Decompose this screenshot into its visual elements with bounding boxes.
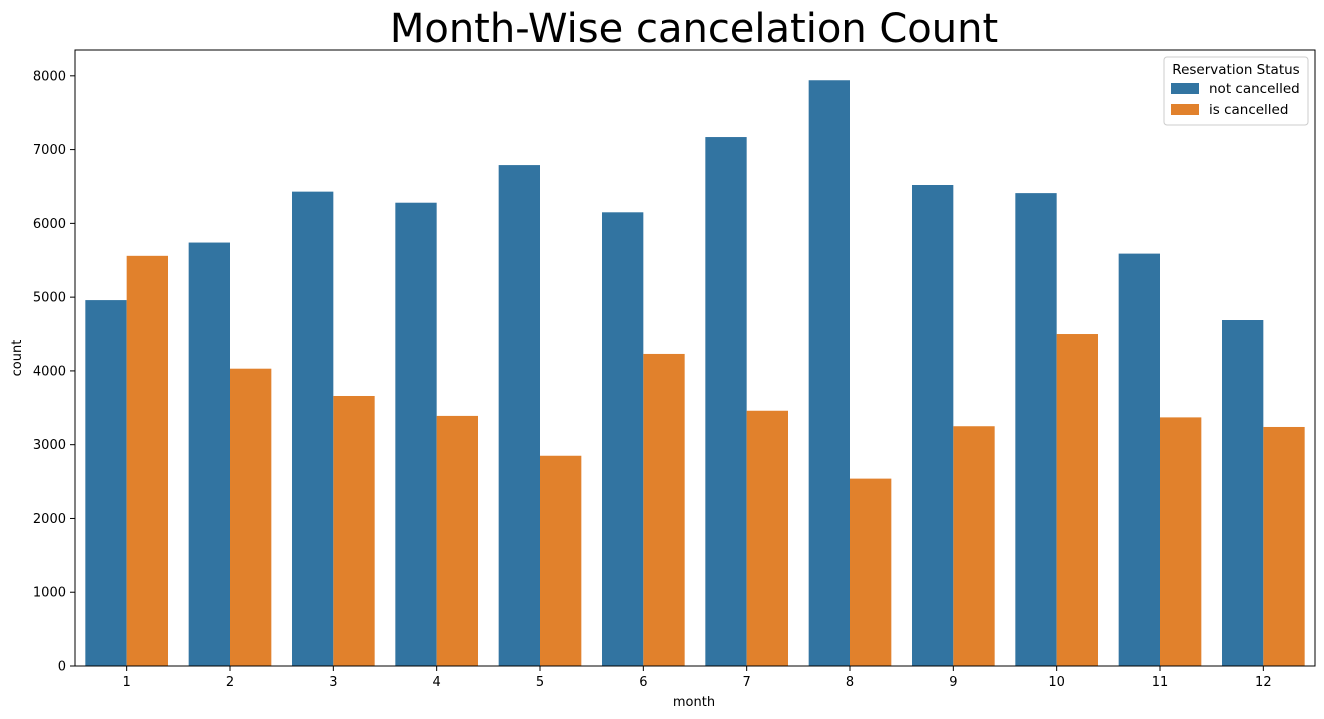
legend-label-not-cancelled: not cancelled <box>1209 81 1300 97</box>
y-tick-label: 3000 <box>33 438 66 453</box>
x-tick-label: 1 <box>123 675 131 690</box>
y-tick-label: 2000 <box>33 512 66 527</box>
bar-not-cancelled-month-8 <box>808 80 850 666</box>
bar-is-cancelled-month-6 <box>643 353 685 666</box>
y-tick-label: 5000 <box>33 291 66 306</box>
bar-not-cancelled-month-5 <box>498 165 540 667</box>
legend-label-is-cancelled: is cancelled <box>1209 102 1288 118</box>
bar-not-cancelled-month-10 <box>1015 193 1057 666</box>
y-tick-label: 7000 <box>33 143 66 158</box>
x-tick-label: 12 <box>1255 675 1272 690</box>
x-tick-label: 4 <box>433 675 441 690</box>
y-tick-label: 8000 <box>33 69 66 84</box>
y-tick-label: 6000 <box>33 217 66 232</box>
x-tick-label: 10 <box>1048 675 1065 690</box>
bar-is-cancelled-month-9 <box>953 426 995 666</box>
legend-swatch-not-cancelled <box>1171 83 1199 94</box>
legend-title: Reservation Status <box>1172 62 1299 78</box>
legend-swatch-is-cancelled <box>1171 104 1199 115</box>
bars-group <box>85 80 1305 667</box>
x-axis-label: month <box>673 695 715 710</box>
x-tick-label: 9 <box>949 675 957 690</box>
bar-not-cancelled-month-12 <box>1222 320 1264 666</box>
bar-is-cancelled-month-11 <box>1160 417 1202 666</box>
x-tick-label: 5 <box>536 675 544 690</box>
bar-not-cancelled-month-4 <box>395 202 437 666</box>
bar-is-cancelled-month-8 <box>850 478 892 666</box>
bar-not-cancelled-month-9 <box>912 185 954 666</box>
bar-is-cancelled-month-4 <box>436 415 478 666</box>
chart-title: Month-Wise cancelation Count <box>390 6 998 52</box>
bar-is-cancelled-month-2 <box>230 368 272 666</box>
bar-not-cancelled-month-7 <box>705 137 747 666</box>
bar-is-cancelled-month-12 <box>1263 426 1305 666</box>
x-tick-label: 6 <box>639 675 647 690</box>
bar-is-cancelled-month-7 <box>746 410 788 666</box>
bar-not-cancelled-month-6 <box>602 212 644 666</box>
y-axis-label: count <box>10 340 25 377</box>
y-tick-label: 1000 <box>33 586 66 601</box>
x-tick-label: 8 <box>846 675 854 690</box>
plot-frame <box>74 49 1316 667</box>
bar-is-cancelled-month-1 <box>126 255 168 667</box>
bar-is-cancelled-month-10 <box>1056 334 1098 666</box>
legend: Reservation Status not cancelled is cancel… <box>1163 56 1309 126</box>
x-tick-label: 3 <box>329 675 337 690</box>
bar-not-cancelled-month-11 <box>1118 253 1160 666</box>
bar-not-cancelled-month-2 <box>188 242 230 666</box>
bar-is-cancelled-month-3 <box>333 395 375 666</box>
x-tick-label: 7 <box>743 675 751 690</box>
bar-not-cancelled-month-3 <box>292 191 334 666</box>
bar-is-cancelled-month-5 <box>540 455 582 666</box>
x-tick-label: 11 <box>1152 675 1169 690</box>
y-tick-label: 4000 <box>33 364 66 379</box>
bar-not-cancelled-month-1 <box>85 300 127 666</box>
legend-box <box>1163 56 1309 126</box>
y-tick-label: 0 <box>58 660 66 675</box>
x-tick-label: 2 <box>226 675 234 690</box>
